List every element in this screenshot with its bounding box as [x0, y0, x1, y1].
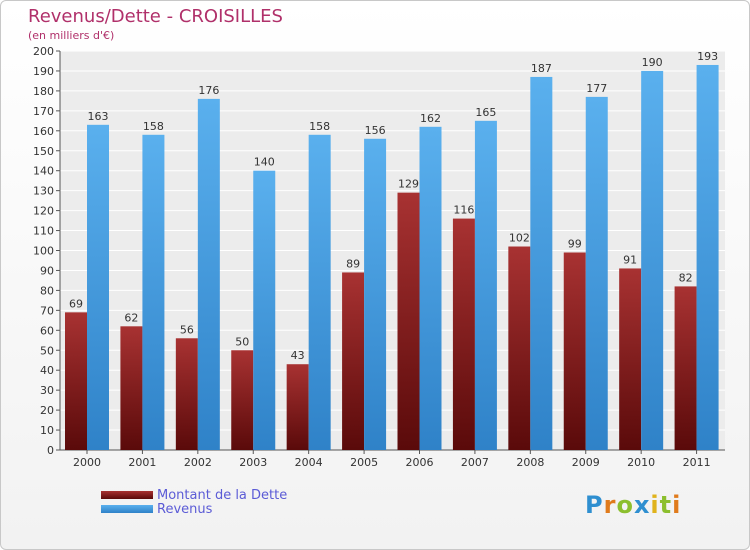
bar-revenus	[641, 70, 664, 450]
value-label-revenus: 177	[586, 82, 607, 95]
y-tick-label: 20	[40, 404, 54, 417]
legend-swatch-revenus	[101, 505, 153, 513]
logo-letter: P	[585, 491, 604, 519]
x-tick-label: 2007	[461, 456, 489, 469]
bar-revenus	[142, 134, 165, 451]
x-tick-label: 2010	[627, 456, 655, 469]
value-label-revenus: 156	[365, 124, 386, 137]
bar-dette	[674, 286, 697, 450]
x-tick-label: 2009	[572, 456, 600, 469]
bar-revenus	[474, 120, 497, 450]
x-tick-label: 2000	[73, 456, 101, 469]
y-tick-label: 50	[40, 344, 54, 357]
chart-title: Revenus/Dette - CROISILLES	[28, 6, 283, 27]
y-tick-label: 40	[40, 364, 54, 377]
bar-dette	[342, 272, 365, 450]
x-tick-label: 2003	[239, 456, 267, 469]
y-tick-label: 160	[33, 125, 54, 138]
x-tick-label: 2005	[350, 456, 378, 469]
x-tick-label: 2011	[683, 456, 711, 469]
value-label-revenus: 165	[475, 106, 496, 119]
bar-dette	[397, 192, 420, 450]
y-tick-label: 120	[33, 205, 54, 218]
value-label-dette: 62	[124, 311, 138, 324]
y-tick-label: 10	[40, 424, 54, 437]
bar-dette	[175, 338, 198, 450]
bar-revenus	[87, 124, 109, 450]
y-tick-label: 180	[33, 85, 54, 98]
value-label-dette: 50	[235, 335, 249, 348]
chart-subtitle: (en milliers d'€)	[28, 29, 115, 42]
value-label-revenus: 163	[88, 110, 109, 123]
y-tick-label: 90	[40, 264, 54, 277]
value-label-revenus: 176	[198, 84, 219, 97]
bar-revenus	[696, 64, 719, 450]
value-label-dette: 56	[180, 323, 194, 336]
y-tick-label: 110	[33, 225, 54, 238]
x-tick-label: 2008	[516, 456, 544, 469]
y-tick-label: 190	[33, 65, 54, 78]
logo-letter: i	[650, 491, 660, 519]
x-tick-label: 2001	[128, 456, 156, 469]
bar-revenus	[308, 134, 331, 451]
bar-revenus	[253, 170, 276, 450]
bar-revenus	[530, 76, 553, 450]
logo-letter: x	[633, 491, 651, 519]
bar-dette	[619, 268, 642, 450]
y-tick-label: 0	[47, 444, 54, 457]
bar-dette	[65, 312, 87, 450]
value-label-dette: 99	[568, 237, 582, 250]
legend-item-dette: Montant de la Dette	[101, 487, 288, 503]
value-label-dette: 82	[679, 271, 693, 284]
bar-dette	[231, 350, 254, 450]
y-tick-label: 130	[33, 185, 54, 198]
logo-letter: i	[672, 491, 682, 519]
y-tick-label: 80	[40, 284, 54, 297]
bar-dette	[508, 246, 531, 450]
value-label-dette: 129	[398, 178, 419, 191]
legend-label-revenus: Revenus	[157, 501, 213, 517]
value-label-dette: 102	[509, 232, 530, 245]
bar-dette	[452, 218, 475, 450]
value-label-dette: 116	[453, 204, 474, 217]
value-label-revenus: 190	[642, 56, 663, 69]
y-tick-label: 70	[40, 304, 54, 317]
bar-revenus	[419, 126, 442, 450]
value-label-dette: 43	[291, 349, 305, 362]
legend-swatch-dette	[101, 491, 153, 499]
value-label-revenus: 187	[531, 62, 552, 75]
value-label-revenus: 193	[697, 50, 718, 63]
x-tick-label: 2004	[295, 456, 323, 469]
y-tick-label: 200	[33, 45, 54, 58]
value-label-revenus: 162	[420, 112, 441, 125]
bar-dette	[286, 364, 309, 450]
bar-revenus	[585, 96, 608, 450]
x-tick-label: 2002	[184, 456, 212, 469]
y-tick-label: 170	[33, 105, 54, 118]
legend-item-revenus: Revenus	[101, 501, 213, 517]
y-tick-label: 30	[40, 384, 54, 397]
bar-revenus	[364, 138, 387, 450]
value-label-dette: 91	[623, 253, 637, 266]
value-label-revenus: 140	[254, 156, 275, 169]
logo-letter: r	[603, 491, 617, 519]
logo-letter: o	[616, 491, 634, 519]
bar-dette	[563, 252, 586, 450]
legend-label-dette: Montant de la Dette	[157, 487, 288, 503]
x-tick-label: 2006	[406, 456, 434, 469]
y-tick-label: 150	[33, 145, 54, 158]
logo-letter: t	[659, 491, 673, 519]
proxiti-logo: Proxiti	[585, 491, 681, 519]
y-tick-label: 100	[33, 245, 54, 258]
value-label-dette: 89	[346, 257, 360, 270]
value-label-dette: 69	[69, 297, 83, 310]
y-tick-label: 60	[40, 324, 54, 337]
bar-dette	[120, 326, 143, 450]
value-label-revenus: 158	[309, 120, 330, 133]
value-label-revenus: 158	[143, 120, 164, 133]
bar-revenus	[197, 98, 220, 450]
y-tick-label: 140	[33, 165, 54, 178]
